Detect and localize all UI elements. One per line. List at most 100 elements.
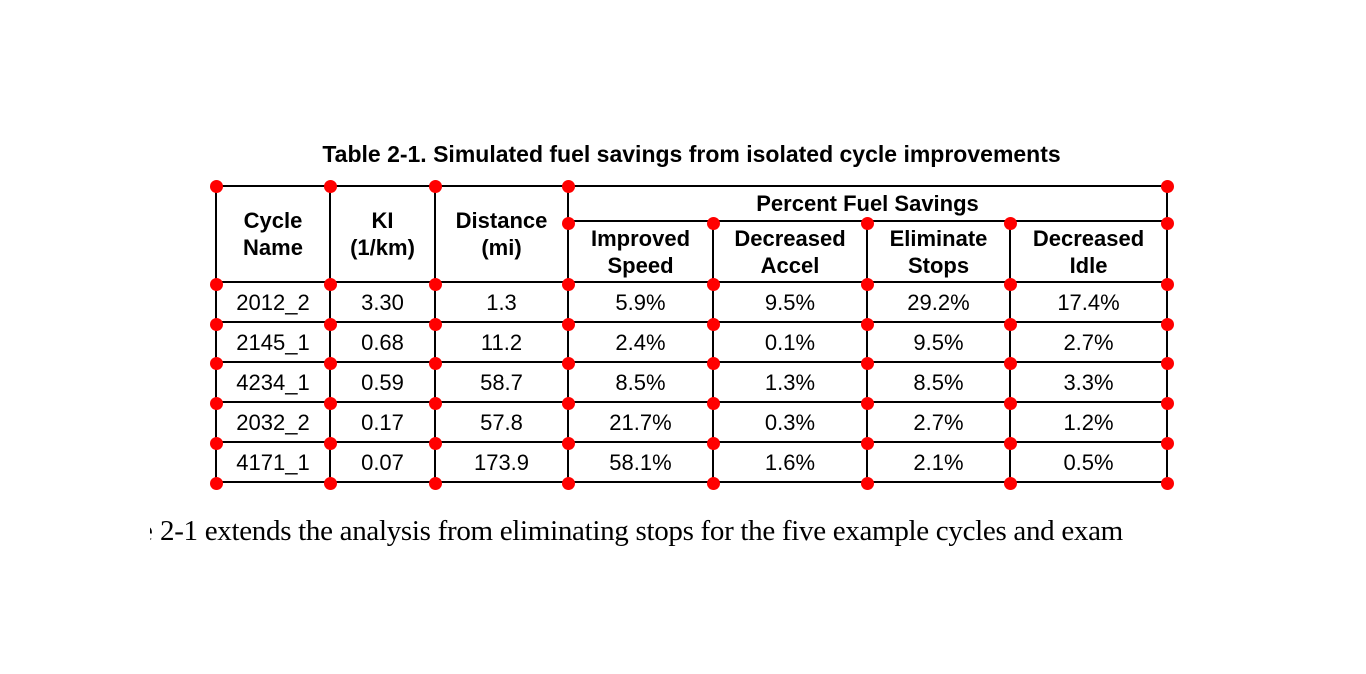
cell-decreased-accel: 1.3%: [712, 361, 868, 403]
grid-marker-dot: [323, 277, 337, 291]
header-line: Cycle: [243, 208, 303, 233]
header-line: Accel: [760, 252, 820, 278]
grid-marker-dot: [860, 216, 874, 230]
header-line: (mi): [481, 235, 522, 260]
cell-distance: 1.3: [434, 281, 569, 323]
grid-marker-dot: [209, 179, 223, 193]
grid-marker-dot: [209, 356, 223, 370]
cell-ki: 3.30: [329, 281, 436, 323]
cell-decreased-accel: 0.1%: [712, 321, 868, 363]
header-line: Decreased: [1032, 225, 1145, 251]
col-header-improved-speed: Improved Speed: [567, 220, 714, 283]
header-line: Idle: [1069, 252, 1108, 278]
grid-marker-dot: [1003, 277, 1017, 291]
grid-marker-dot: [428, 317, 442, 331]
cell-improved-speed: 8.5%: [567, 361, 714, 403]
header-line: Eliminate: [889, 225, 988, 251]
grid-marker-dot: [209, 277, 223, 291]
grid-marker-dot: [1160, 356, 1174, 370]
grid-marker-dot: [1003, 356, 1017, 370]
cell-distance: 58.7: [434, 361, 569, 403]
grid-marker-dot: [323, 356, 337, 370]
cell-cycle-name: 2012_2: [215, 281, 331, 323]
grid-marker-dot: [428, 356, 442, 370]
grid-marker-dot: [561, 436, 575, 450]
grid-marker-dot: [706, 216, 720, 230]
grid-marker-dot: [1160, 277, 1174, 291]
grid-marker-dot: [323, 436, 337, 450]
grid-marker-dot: [428, 476, 442, 490]
col-header-cycle-name: Cycle Name: [215, 185, 331, 283]
cell-decreased-accel: 1.6%: [712, 441, 868, 483]
grid-marker-dot: [209, 317, 223, 331]
grid-marker-dot: [428, 179, 442, 193]
header-line: Name: [243, 235, 303, 260]
cell-decreased-idle: 2.7%: [1008, 321, 1169, 363]
col-header-decreased-idle: Decreased Idle: [1008, 220, 1169, 283]
cell-improved-speed: 5.9%: [567, 281, 714, 323]
cell-improved-speed: 2.4%: [567, 321, 714, 363]
grid-marker-dot: [1160, 179, 1174, 193]
cell-eliminate-stops: 2.7%: [866, 401, 1011, 443]
cell-eliminate-stops: 29.2%: [866, 281, 1011, 323]
grid-marker-dot: [706, 317, 720, 331]
grid-marker-dot: [323, 317, 337, 331]
cell-eliminate-stops: 9.5%: [866, 321, 1011, 363]
cell-decreased-idle: 17.4%: [1008, 281, 1169, 323]
grid-marker-dot: [1003, 216, 1017, 230]
cell-distance: 11.2: [434, 321, 569, 363]
cell-improved-speed: 21.7%: [567, 401, 714, 443]
grid-marker-dot: [323, 476, 337, 490]
header-line: (1/km): [350, 235, 415, 260]
grid-marker-dot: [323, 179, 337, 193]
col-header-distance: Distance (mi): [434, 185, 569, 283]
table-row: 4234_1 0.59 58.7 8.5% 1.3% 8.5% 3.3%: [215, 361, 1169, 403]
header-line: Decreased: [734, 225, 846, 251]
grid-marker-dot: [1003, 396, 1017, 410]
cell-ki: 0.68: [329, 321, 436, 363]
grid-marker-dot: [428, 396, 442, 410]
grid-marker-dot: [561, 277, 575, 291]
grid-marker-dot: [561, 216, 575, 230]
cell-cycle-name: 4234_1: [215, 361, 331, 403]
header-line: Distance: [455, 208, 548, 233]
table-caption: Table 2-1. Simulated fuel savings from i…: [322, 141, 1061, 167]
cell-distance: 57.8: [434, 401, 569, 443]
grid-marker-dot: [860, 277, 874, 291]
grid-marker-dot: [1003, 317, 1017, 331]
cell-eliminate-stops: 2.1%: [866, 441, 1011, 483]
cell-ki: 0.17: [329, 401, 436, 443]
grid-marker-dot: [209, 476, 223, 490]
grid-marker-dot: [706, 436, 720, 450]
cell-cycle-name: 4171_1: [215, 441, 331, 483]
cell-ki: 0.59: [329, 361, 436, 403]
cell-decreased-idle: 0.5%: [1008, 441, 1169, 483]
grid-marker-dot: [561, 396, 575, 410]
table-row: 2012_2 3.30 1.3 5.9% 9.5% 29.2% 17.4%: [215, 281, 1169, 323]
paragraph-text: 2-1 extends the analysis from eliminatin…: [160, 515, 1123, 547]
grid-marker-dot: [1160, 396, 1174, 410]
cell-decreased-accel: 9.5%: [712, 281, 868, 323]
grid-marker-dot: [706, 277, 720, 291]
clipped-word-fragment: e: [150, 514, 155, 548]
grid-marker-dot: [1160, 317, 1174, 331]
cell-cycle-name: 2145_1: [215, 321, 331, 363]
grid-marker-dot: [706, 396, 720, 410]
grid-marker-dot: [428, 436, 442, 450]
header-line: KI: [371, 208, 394, 233]
cell-eliminate-stops: 8.5%: [866, 361, 1011, 403]
grid-marker-dot: [209, 396, 223, 410]
grid-marker-dot: [860, 356, 874, 370]
table-row: 4171_1 0.07 173.9 58.1% 1.6% 2.1% 0.5%: [215, 441, 1169, 483]
grid-marker-dot: [706, 356, 720, 370]
grid-marker-dot: [1160, 436, 1174, 450]
grid-marker-dot: [706, 476, 720, 490]
grid-marker-dot: [1160, 216, 1174, 230]
col-header-eliminate-stops: Eliminate Stops: [866, 220, 1011, 283]
grid-marker-dot: [1160, 476, 1174, 490]
fuel-savings-table: Cycle Name KI (1/km) Distance (mi) Perce…: [215, 185, 1169, 483]
cell-improved-speed: 58.1%: [567, 441, 714, 483]
grid-marker-dot: [860, 396, 874, 410]
header-line: Improved: [590, 225, 691, 251]
grid-marker-dot: [561, 317, 575, 331]
